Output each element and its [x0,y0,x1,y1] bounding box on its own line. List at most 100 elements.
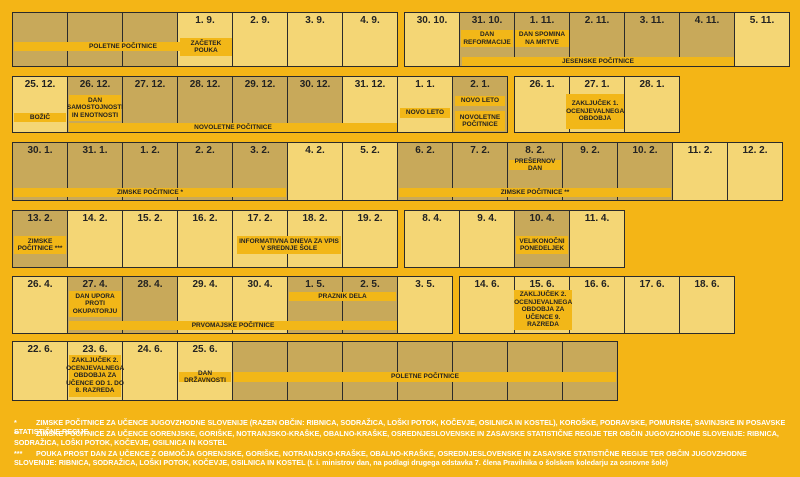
day-cell: 1. 1. [397,76,453,133]
holiday-label: DAN SPOMINA NA MRTVE [515,30,569,47]
holiday-label: INFORMATIVNA DNEVA ZA VPIS V SREDNJE ŠOL… [237,236,341,254]
day-cell: 15. 2. [122,210,178,268]
day-date: 30. 1. [27,145,53,156]
day-date: 28. 1. [639,79,665,90]
day-date: 2. 5. [360,279,380,290]
day-cell [562,341,618,401]
day-date: 29. 12. [244,79,276,90]
day-cell [12,12,68,67]
day-date: 24. 6. [137,344,163,355]
day-cell: 2. 9. [232,12,288,67]
day-cell: 28. 1. [624,76,680,133]
holiday-label: VELIKONOČNI PONEDELJEK [516,236,568,254]
day-date: 18. 2. [302,213,328,224]
day-date: 1. 2. [140,145,160,156]
day-cell: 3. 9. [287,12,343,67]
day-date: 10. 4. [529,213,555,224]
day-date: 23. 6. [82,344,108,355]
day-date: 2. 11. [584,15,610,26]
day-cell: 3. 5. [397,276,453,334]
holiday-label: ZAKLJUČEK 2. OCENJEVALNEGA OBDOBJA ZA UČ… [66,355,124,397]
day-cell: 16. 2. [177,210,233,268]
day-date: 17. 6. [639,279,665,290]
day-date: 14. 2. [82,213,108,224]
footnote-mark: ** [14,429,20,438]
holiday-label: NOVO LETO [455,96,505,106]
day-date: 4. 2. [305,145,325,156]
day-date: 8. 4. [422,213,442,224]
footnote-2: ** ZIMSKE POČITNICE ZA UČENCE GORENJSKE, … [14,429,790,448]
day-date: 4. 11. [694,15,720,26]
day-cell: 19. 2. [342,210,398,268]
holiday-label: ZAKLJUČEK 2. OCENJEVALNEGA OBDOBJA ZA UČ… [514,290,573,330]
day-date: 14. 6. [474,279,500,290]
day-date: 3. 2. [250,145,270,156]
holiday-label: PREŠERNOV DAN [509,158,561,172]
day-cell: 9. 4. [459,210,515,268]
day-date: 29. 4. [192,279,218,290]
day-date: 17. 2. [247,213,273,224]
day-date: 1. 11. [529,15,555,26]
footnote-text: ZIMSKE POČITNICE ZA UČENCE JUGOVZHODNE S… [14,418,786,437]
day-date: 9. 2. [580,145,600,156]
day-date: 18. 6. [694,279,720,290]
day-date: 16. 2. [192,213,218,224]
day-date: 1. 9. [195,15,215,26]
holiday-label: DAN UPORA PROTI OKUPATORJU [69,291,121,317]
holiday-label: ZIMSKE POČITNICE *** [14,236,66,254]
day-date: 3. 5. [415,279,435,290]
day-cell: 18. 6. [679,276,735,334]
day-date: 25. 6. [192,344,218,355]
day-date: 9. 4. [477,213,497,224]
day-cell: 26. 1. [514,76,570,133]
footnote-text: POUKA PROST DAN ZA UČENCE Z OBMOČJA GORE… [14,449,747,468]
day-date: 30. 10. [416,15,448,26]
day-cell: 14. 2. [67,210,123,268]
day-cell: 4. 2. [287,142,343,201]
day-date: 5. 11. [749,15,775,26]
day-cell: 25. 12. [12,76,68,133]
day-date: 26. 4. [27,279,53,290]
holiday-label: PRVOMAJSKE POČITNICE [69,321,397,330]
day-cell: 24. 6. [122,341,178,401]
holiday-label: POLETNE POČITNICE [14,42,232,51]
day-cell: 11. 2. [672,142,728,201]
day-date: 13. 2. [27,213,53,224]
holiday-label: NOVOLETNE POČITNICE [69,123,397,132]
holiday-label: NOVO LETO [400,108,450,118]
footnote-mark: *** [14,449,23,458]
holiday-label: NOVOLETNE POČITNICE [455,111,505,131]
day-cell: 30. 10. [404,12,460,67]
day-cell [122,12,178,67]
day-cell: 16. 6. [569,276,625,334]
day-cell: 12. 2. [727,142,783,201]
day-date: 4. 9. [360,15,380,26]
day-date: 27. 12. [134,79,166,90]
holiday-label: ZIMSKE POČITNICE * [14,188,286,197]
day-date: 10. 2. [632,145,658,156]
holiday-label: DAN REFORMACIJE [461,30,513,47]
day-date: 19. 2. [357,213,383,224]
day-cell: 26. 4. [12,276,68,334]
day-date: 2. 1. [470,79,490,90]
holiday-label: BOŽIČ [14,113,66,122]
day-date: 8. 2. [525,145,545,156]
day-date: 7. 2. [470,145,490,156]
day-date: 28. 4. [137,279,163,290]
holiday-label: ZAKLJUČEK 1. OCENJEVALNEGA OBDOBJA [566,94,624,129]
holiday-label: ZAČETEK POUKA [180,38,232,56]
day-date: 11. 2. [687,145,713,156]
footnote-text: ZIMSKE POČITNICE ZA UČENCE GORENJSKE, GO… [14,429,779,448]
day-date: 15. 6. [529,279,555,290]
day-date: 26. 1. [529,79,555,90]
day-cell: 4. 9. [342,12,398,67]
day-date: 30. 12. [299,79,331,90]
day-date: 25. 12. [24,79,56,90]
footnote-3: *** POUKA PROST DAN ZA UČENCE Z OBMOČJA G… [14,449,790,468]
day-cell [342,341,398,401]
day-date: 30. 4. [247,279,273,290]
day-date: 15. 2. [137,213,163,224]
day-date: 16. 6. [584,279,610,290]
day-date: 27. 4. [82,279,108,290]
day-date: 22. 6. [27,344,53,355]
